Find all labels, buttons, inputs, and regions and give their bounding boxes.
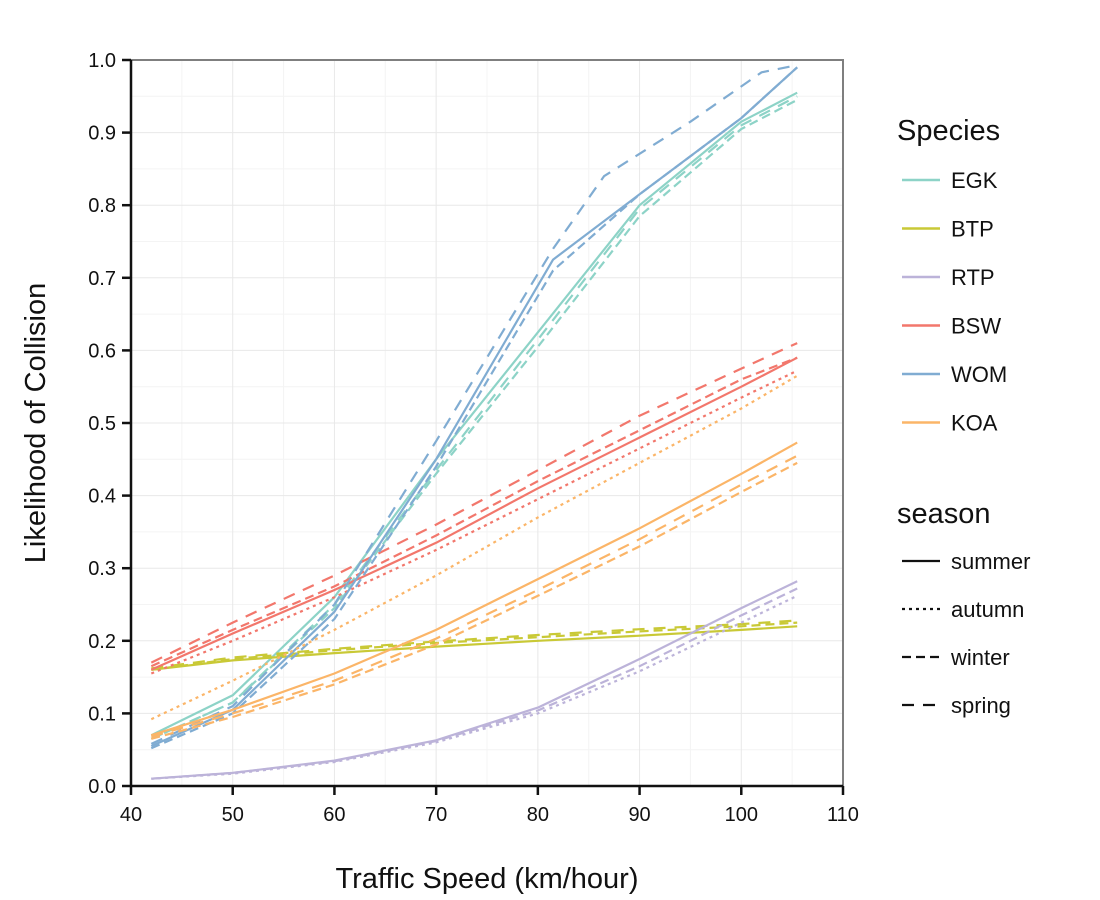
axes: 40 50 60 70 80 90 100 110 0.0 0.1 0.2 0.3 0.4 0.5 0.6 0… [88, 50, 859, 826]
legend-label-autumn: autumn [951, 597, 1024, 622]
y-tick-label: 0.5 [88, 413, 116, 435]
series-line-rtp-winter [151, 587, 798, 780]
x-axis-title: Traffic Speed (km/hour) [336, 863, 639, 895]
legend-label-winter: winter [950, 645, 1010, 670]
grid [130, 59, 844, 787]
x-tick-label: 100 [725, 804, 758, 826]
series-line-egk-winter [150, 98, 798, 740]
species-legend: Species EGK BTP RTP BSW WOM KOA [897, 115, 1007, 436]
legend-label-summer: summer [951, 549, 1030, 574]
y-tick-label: 0.0 [88, 776, 116, 798]
series-line-koa-spring [150, 454, 798, 738]
y-tick-label: 0.8 [88, 195, 116, 217]
legend-label-koa: KOA [951, 411, 998, 436]
series-lines [150, 64, 798, 780]
season-legend: season summer autumn winter spring [897, 498, 1030, 718]
y-tick-label: 0.3 [88, 558, 116, 580]
legend-label-wom: WOM [951, 362, 1007, 387]
series-line-koa-summer [150, 441, 798, 737]
series-line-btp-summer [151, 625, 798, 671]
x-tick-label: 80 [527, 804, 549, 826]
series-line-btp-winter [151, 621, 798, 671]
series-line-egk-spring [150, 95, 798, 740]
series-line-bsw-autumn [150, 369, 798, 675]
legend-label-spring: spring [951, 693, 1011, 718]
y-tick-label: 0.1 [88, 703, 116, 725]
series-line-koa-winter [151, 461, 798, 740]
series-line-bsw-summer [150, 356, 798, 671]
y-tick-label: 1.0 [88, 50, 116, 72]
season-legend-title: season [897, 498, 991, 530]
x-tick-label: 50 [222, 804, 244, 826]
y-tick-label: 0.4 [88, 486, 116, 508]
x-tick-label: 110 [827, 804, 859, 826]
series-line-bsw-winter [150, 356, 798, 668]
x-tick-label: 60 [323, 804, 345, 826]
legend-label-bsw: BSW [951, 314, 1001, 339]
y-tick-label: 0.7 [88, 268, 116, 290]
legend-label-rtp: RTP [951, 265, 995, 290]
series-line-wom-spring [150, 64, 798, 745]
y-axis-title: Likelihood of Collision [20, 283, 52, 564]
legend-label-egk: EGK [951, 168, 998, 193]
series-line-bsw-spring [150, 342, 798, 664]
series-line-btp-spring [151, 619, 798, 670]
series-line-wom-winter [150, 66, 798, 750]
y-tick-label: 0.9 [88, 123, 116, 145]
x-tick-label: 90 [628, 804, 650, 826]
x-tick-label: 40 [120, 804, 142, 826]
legend-label-btp: BTP [951, 217, 994, 242]
series-line-egk-summer [150, 91, 798, 737]
x-tick-label: 70 [425, 804, 447, 826]
y-tick-label: 0.2 [88, 631, 116, 653]
species-legend-title: Species [897, 115, 1000, 147]
y-tick-label: 0.6 [88, 340, 116, 362]
